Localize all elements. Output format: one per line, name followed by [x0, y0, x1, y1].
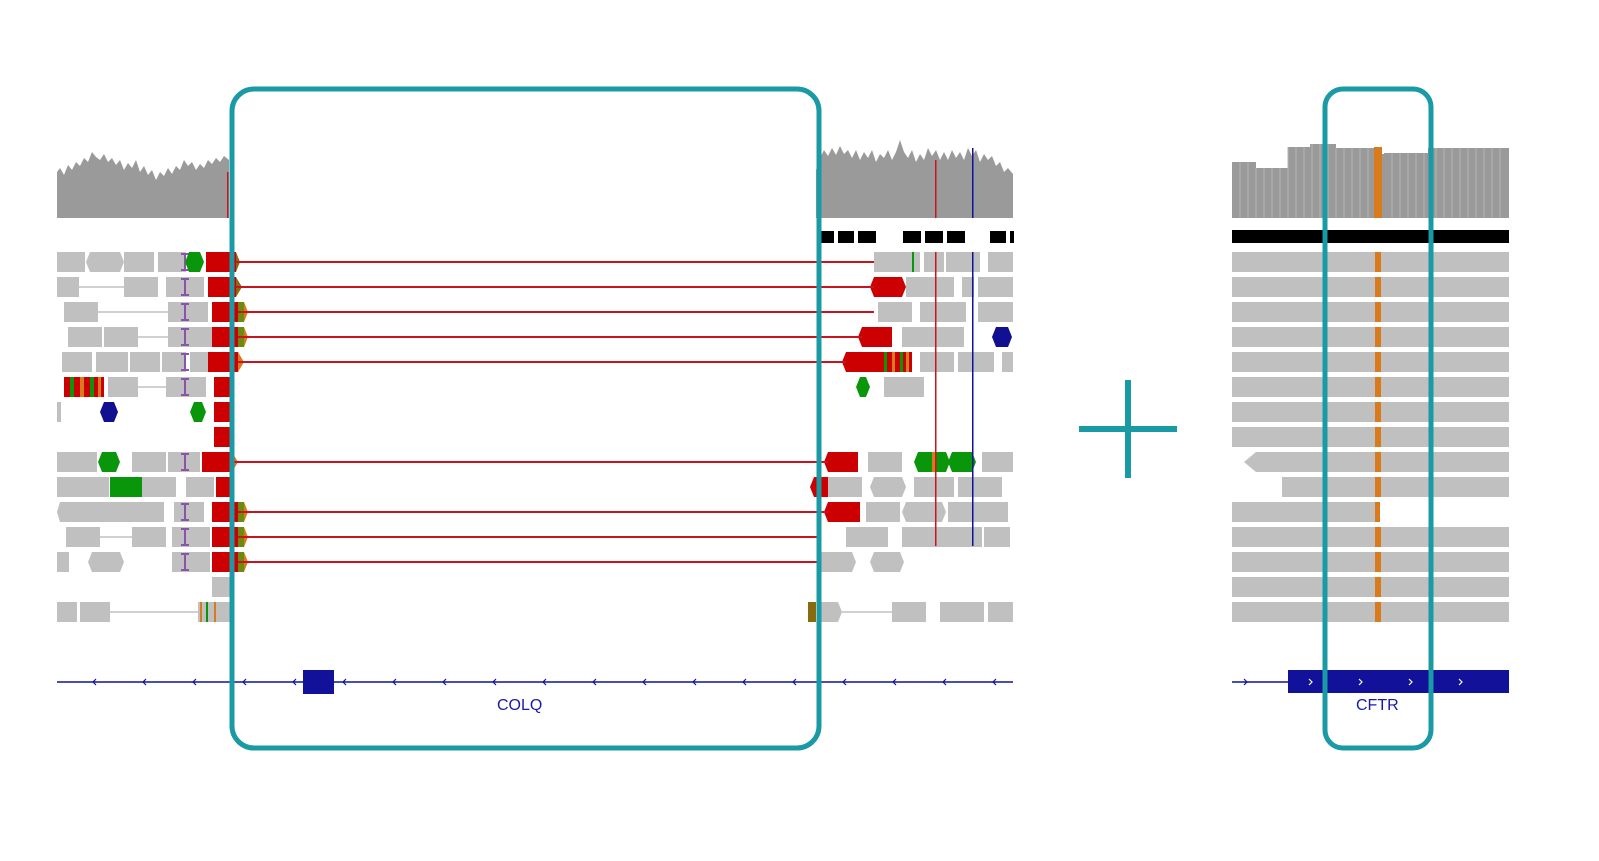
strand-arrows — [1308, 678, 1463, 686]
cftr-exon — [1288, 670, 1509, 693]
variant-column-lines — [935, 252, 974, 546]
right-igv-panel — [1232, 86, 1509, 751]
left-igv-panel — [57, 86, 1014, 751]
cftr-highlight-box — [1322, 86, 1434, 751]
cftr-mismatch-coverage — [1374, 147, 1382, 218]
split-read-junctions — [232, 261, 874, 563]
left-read-rows-before — [57, 252, 230, 622]
colq-highlight-box — [229, 86, 822, 751]
right-segment-bar — [1232, 230, 1509, 243]
colored-reads-left — [64, 252, 216, 622]
colq-gene-track — [57, 670, 1013, 694]
left-coverage-track-b — [816, 140, 1013, 218]
coverage-variant-line — [935, 160, 937, 218]
plus-icon — [1079, 380, 1177, 478]
cftr-gene-label: CFTR — [1356, 697, 1399, 714]
cftr-gene-track — [1232, 670, 1509, 693]
left-segment-bar — [820, 231, 1014, 243]
strand-arrows — [92, 678, 997, 686]
coverage-variant-line — [227, 172, 229, 218]
left-read-rows-after — [818, 252, 1013, 622]
cftr-mismatch-column — [1375, 252, 1381, 622]
insertion-markers — [181, 253, 189, 571]
cftr-read-rows — [1232, 252, 1509, 622]
colored-reads-right-of-left — [808, 252, 1012, 622]
right-coverage-track — [1232, 144, 1509, 218]
left-coverage-track-a — [57, 152, 229, 218]
colq-gene-label: COLQ — [497, 697, 543, 714]
coverage-variant-line — [972, 148, 974, 218]
left-read-links — [79, 286, 198, 613]
colq-exon — [303, 670, 334, 694]
coverage-bins — [1239, 144, 1501, 218]
